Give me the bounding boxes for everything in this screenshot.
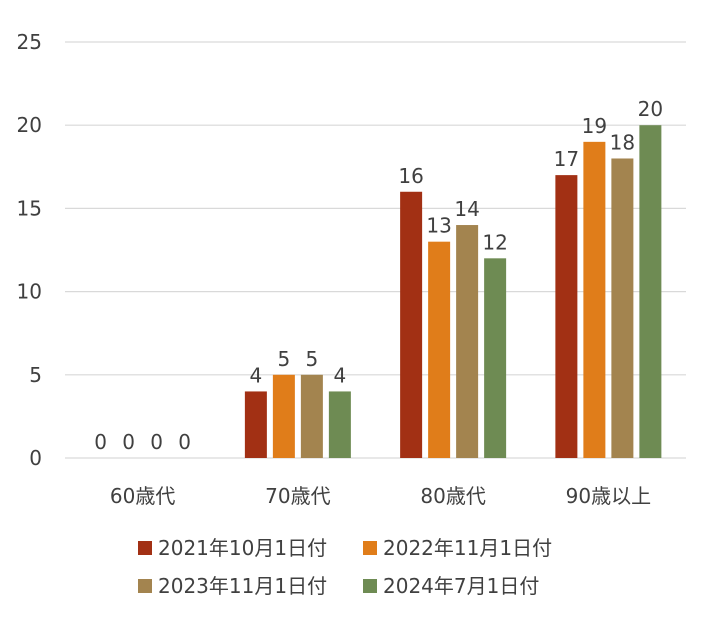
- data-label: 4: [250, 363, 263, 387]
- bar: [244, 391, 267, 458]
- data-label: 19: [582, 114, 607, 138]
- data-label: 17: [554, 147, 579, 171]
- legend-label: 2023年11月1日付: [158, 574, 327, 598]
- legend: 2021年10月1日付 2022年11月1日付 2023年11月1日付 2024年7月…: [138, 536, 552, 598]
- bar: [484, 258, 507, 458]
- bar: [400, 191, 423, 458]
- y-tick-label: 0: [29, 446, 42, 470]
- data-label: 5: [306, 347, 319, 371]
- legend-swatch: [363, 541, 377, 555]
- data-label: 0: [122, 430, 135, 454]
- gridlines: [65, 41, 686, 459]
- legend-label: 2021年10月1日付: [158, 536, 327, 560]
- bar: [328, 391, 351, 458]
- y-axis-ticks: 0 5 10 15 20 25: [17, 30, 42, 470]
- legend-swatch: [138, 541, 152, 555]
- x-category-label: 60歳代: [110, 484, 175, 508]
- legend-swatch: [138, 579, 152, 593]
- data-label: 18: [610, 130, 635, 154]
- bar: [611, 158, 634, 459]
- bar: [583, 141, 606, 458]
- x-axis-categories: 60歳代 70歳代 80歳代 90歳以上: [110, 484, 651, 508]
- data-label: 14: [454, 197, 479, 221]
- y-tick-label: 15: [17, 196, 42, 220]
- data-label: 16: [398, 164, 423, 188]
- data-label: 0: [94, 430, 107, 454]
- x-category-label: 90歳以上: [566, 484, 651, 508]
- y-tick-label: 10: [17, 280, 42, 304]
- bar: [272, 374, 295, 458]
- y-tick-label: 20: [17, 113, 42, 137]
- bar: [300, 374, 323, 458]
- legend-swatch: [363, 579, 377, 593]
- x-category-label: 80歳代: [420, 484, 485, 508]
- y-tick-label: 25: [17, 30, 42, 54]
- x-category-label: 70歳代: [265, 484, 330, 508]
- data-label: 20: [638, 97, 663, 121]
- bar: [456, 225, 479, 458]
- legend-label: 2022年11月1日付: [383, 536, 552, 560]
- data-label: 0: [150, 430, 163, 454]
- bar: [639, 125, 662, 458]
- data-label: 5: [278, 347, 291, 371]
- bar: [555, 175, 578, 458]
- data-label: 12: [482, 230, 507, 254]
- legend-label: 2024年7月1日付: [383, 574, 539, 598]
- data-label: 13: [426, 214, 451, 238]
- bar: [428, 241, 451, 458]
- data-label: 0: [178, 430, 191, 454]
- data-label: 4: [334, 363, 347, 387]
- bars: [244, 125, 662, 459]
- y-tick-label: 5: [29, 363, 42, 387]
